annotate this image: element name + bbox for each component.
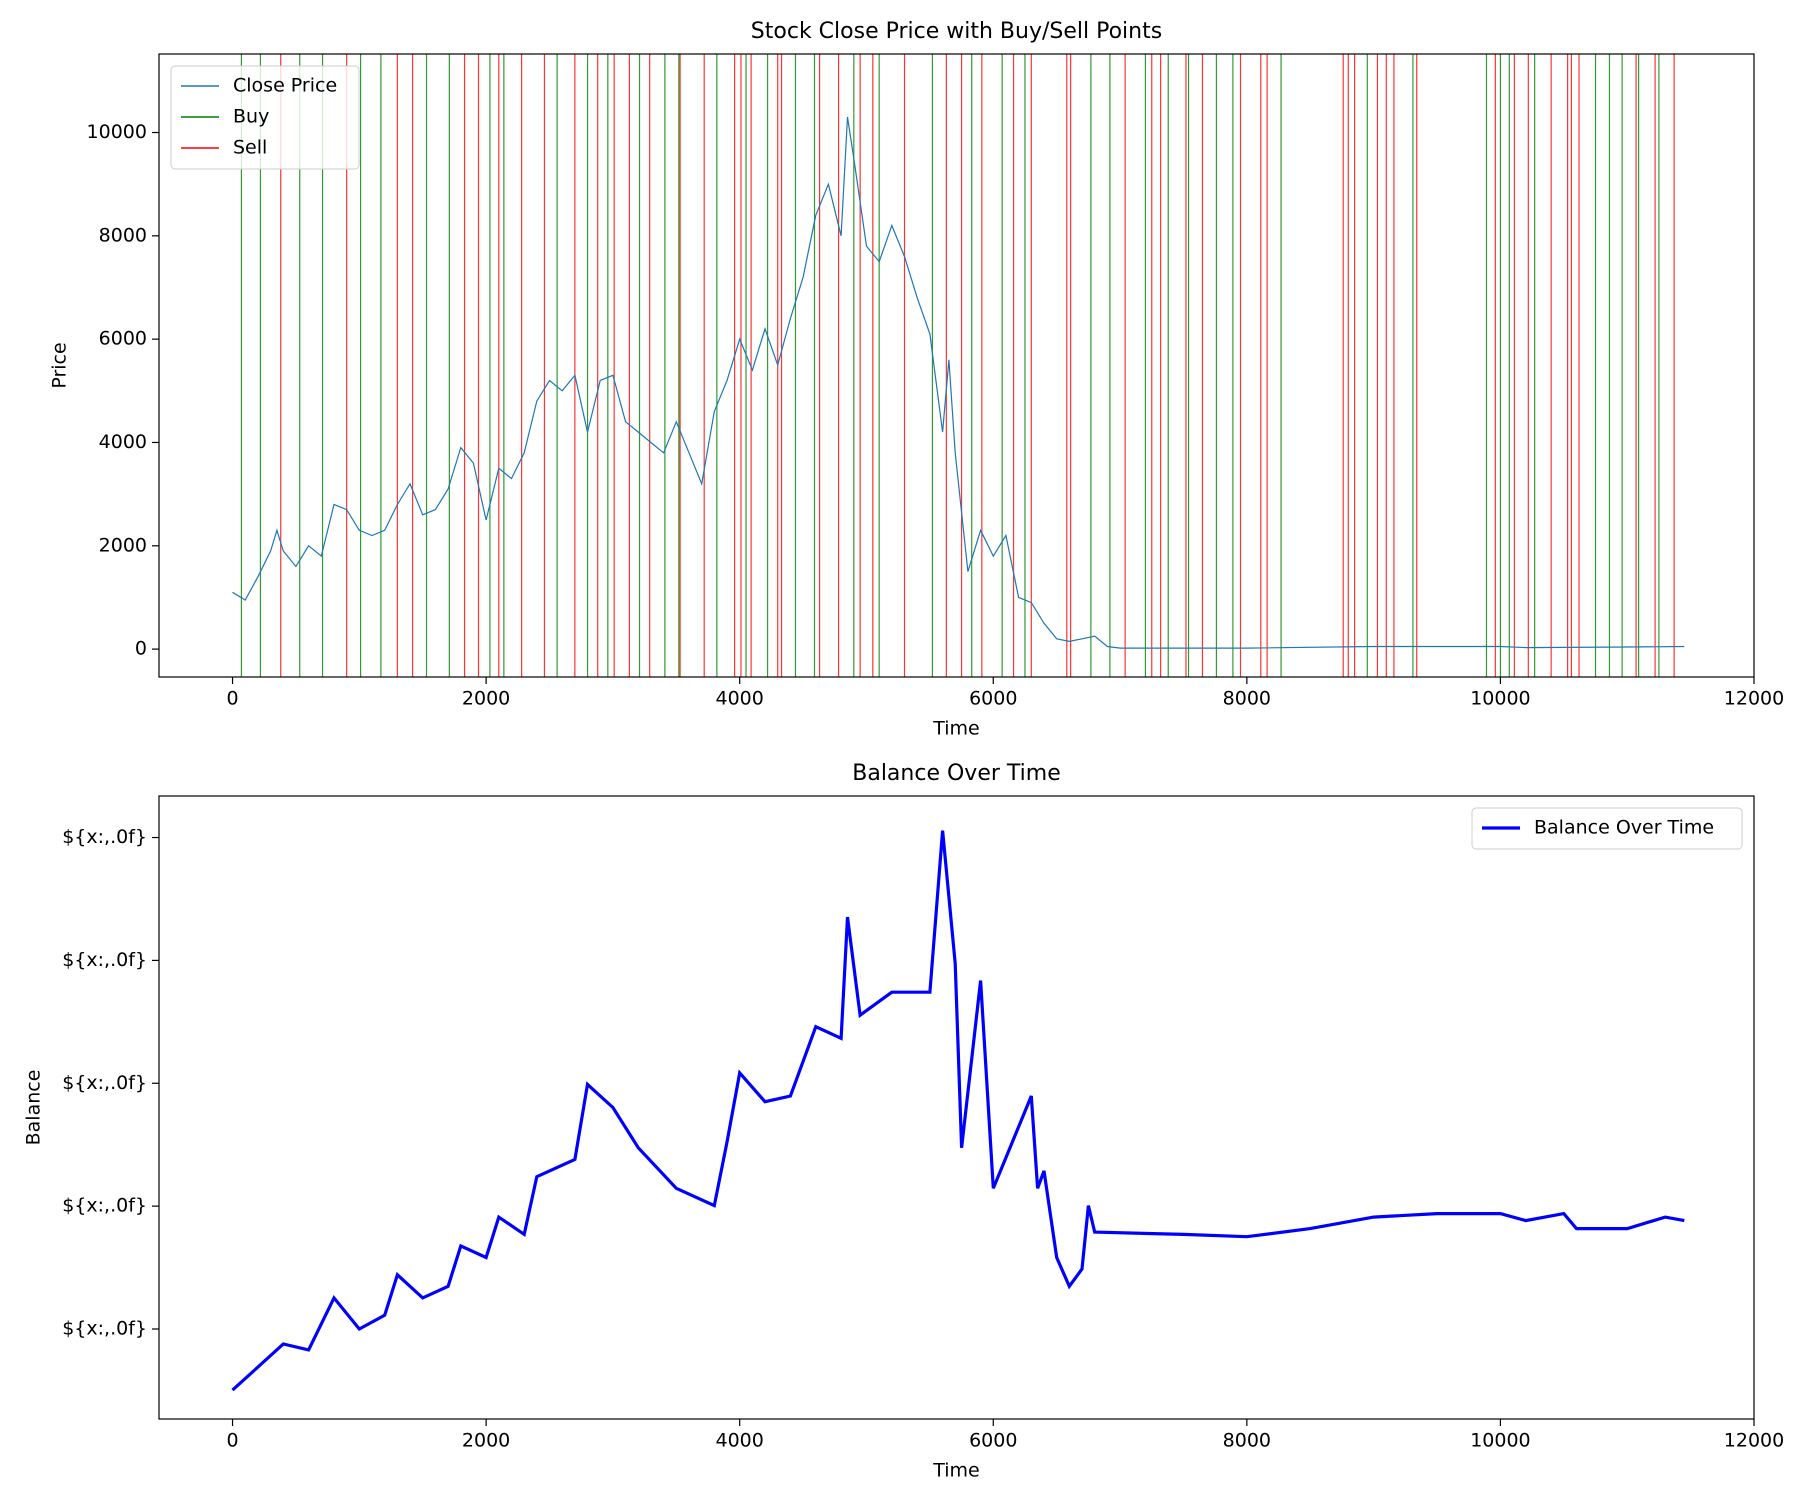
y-tick-label: 10000: [87, 121, 147, 143]
series-line: [232, 116, 1685, 649]
x-tick-label: 6000: [969, 1430, 1017, 1452]
x-tick-label: 0: [226, 1430, 238, 1452]
x-axis-label: Time: [932, 718, 980, 740]
plot-frame: [158, 795, 1755, 1420]
legend-label: Balance Over Time: [1534, 817, 1714, 839]
y-tick-label: ${x:,.0f}: [62, 1072, 147, 1094]
legend-box: [170, 65, 360, 170]
y-tick-label: 8000: [99, 224, 147, 246]
y-tick-label: ${x:,.0f}: [62, 1195, 147, 1217]
y-tick-label: ${x:,.0f}: [62, 949, 147, 971]
x-tick-label: 4000: [716, 688, 764, 710]
x-axis-label: Time: [932, 1460, 980, 1482]
x-tick-label: 8000: [1223, 1430, 1271, 1452]
x-tick-label: 8000: [1223, 688, 1271, 710]
legend-label: Buy: [233, 106, 269, 128]
plot-frame: [158, 53, 1755, 678]
x-tick-label: 2000: [462, 1430, 510, 1452]
series-line: [231, 830, 1685, 1392]
x-tick-label: 12000: [1724, 1430, 1784, 1452]
y-tick-label: 2000: [99, 534, 147, 556]
x-tick-label: 0: [226, 688, 238, 710]
legend-label: Close Price: [233, 75, 337, 97]
x-tick-label: 10000: [1470, 688, 1530, 710]
y-tick-label: 6000: [99, 328, 147, 350]
legend-box: [1471, 807, 1743, 850]
y-tick-label: ${x:,.0f}: [62, 826, 147, 848]
y-tick-label: ${x:,.0f}: [62, 1317, 147, 1339]
y-tick-label: 4000: [99, 431, 147, 453]
chart-title: Balance Over Time: [852, 761, 1060, 786]
chart-title: Stock Close Price with Buy/Sell Points: [751, 19, 1162, 44]
y-tick-label: 0: [135, 638, 147, 660]
y-axis-label: Price: [49, 342, 71, 388]
x-tick-label: 12000: [1724, 688, 1784, 710]
y-axis-label: Balance: [23, 1070, 45, 1146]
x-tick-label: 2000: [462, 688, 510, 710]
x-tick-label: 4000: [716, 1430, 764, 1452]
x-tick-label: 10000: [1470, 1430, 1530, 1452]
legend-label: Sell: [233, 137, 267, 159]
x-tick-label: 6000: [969, 688, 1017, 710]
